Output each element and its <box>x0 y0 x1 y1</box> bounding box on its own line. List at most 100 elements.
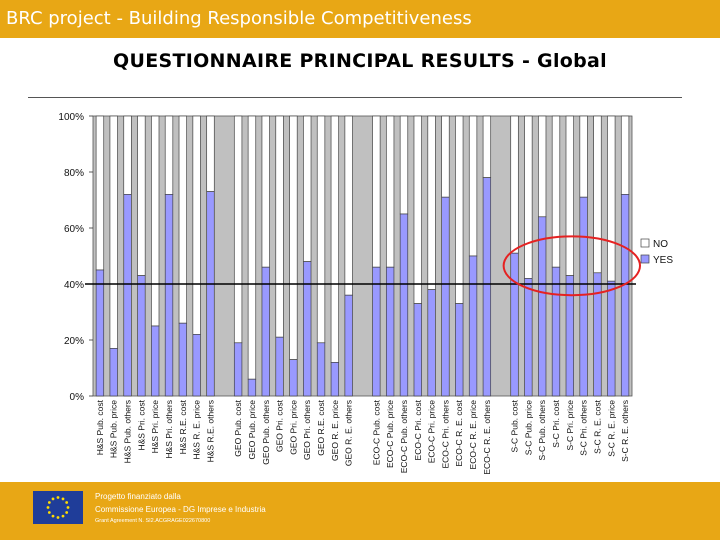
flag-star-icon <box>56 516 60 519</box>
legend-swatch-yes <box>640 254 650 264</box>
x-tick-label: S-C R. E. cost <box>592 399 602 453</box>
legend-label-yes: YES <box>653 255 673 266</box>
bar-yes <box>233 342 243 397</box>
x-tick-label: S-C R. E. price <box>606 400 616 457</box>
bar-no <box>109 115 118 349</box>
x-tick-label: ECO-C R. E. others <box>482 400 492 475</box>
y-tick-label: 0% <box>70 392 85 403</box>
x-tick-label: GEO Pub. cost <box>233 399 243 456</box>
bar-no <box>261 115 270 268</box>
bar-yes <box>261 266 270 397</box>
flag-star-icon <box>46 506 50 509</box>
bar-no <box>330 115 340 363</box>
bar-no <box>151 115 160 327</box>
bar-yes <box>455 303 464 397</box>
x-tick-label: ECO-C Pub. cost <box>371 399 381 465</box>
bar-yes <box>192 334 201 397</box>
slide-title: QUESTIONNAIRE PRINCIPAL RESULTS - Global <box>113 50 607 72</box>
bar-no <box>247 115 257 380</box>
bar-no <box>344 115 353 296</box>
title-divider <box>28 97 682 98</box>
x-tick-label: H&S Pri. cost <box>136 399 146 450</box>
flag-star-icon <box>47 511 51 514</box>
flag-star-icon <box>66 506 70 509</box>
x-tick-label: S-C Pub. cost <box>510 399 520 452</box>
bar-no <box>441 115 450 198</box>
bar-no <box>468 115 478 257</box>
bar-no <box>233 115 243 344</box>
bar-no <box>178 115 187 324</box>
bar-yes <box>551 266 561 397</box>
bar-yes <box>275 336 284 397</box>
flag-star-icon <box>65 501 69 504</box>
bar-yes <box>441 196 450 397</box>
x-tick-label: H&S R.E. others <box>205 400 215 462</box>
x-tick-label: ECO-C R. E. cost <box>454 399 464 466</box>
x-tick-label: GEO Pri. cost <box>275 399 285 452</box>
x-tick-label: S-C Pub. others <box>537 400 547 460</box>
bar-yes <box>468 255 478 397</box>
x-tick-label: S-C Pub. price <box>523 400 533 456</box>
x-tick-label: S-C Pri. others <box>579 400 589 456</box>
bar-yes <box>524 278 533 397</box>
eu-flag-icon <box>33 491 83 524</box>
funding-line-1: Progetto finanziato dalla <box>95 492 181 501</box>
x-tick-label: ECO-C R. E. price <box>468 400 478 470</box>
bar-no <box>565 115 574 276</box>
footer-banner <box>0 482 720 540</box>
project-title: BRC project - Building Responsible Compe… <box>6 8 472 29</box>
x-tick-label: GEO Pri. others <box>302 400 312 460</box>
x-tick-label: H&S R. E. price <box>192 400 202 460</box>
bar-no <box>385 115 395 268</box>
x-tick-label: H&S Pub. cost <box>95 399 105 455</box>
bar-yes <box>510 252 519 397</box>
x-tick-label: S-C R. E. others <box>620 400 630 462</box>
y-tick-label: 100% <box>58 112 84 123</box>
bar-yes <box>579 196 588 397</box>
flag-star-icon <box>61 514 65 518</box>
bar-no <box>538 115 547 218</box>
bar-yes <box>109 348 118 397</box>
y-tick-label: 60% <box>64 224 84 235</box>
flag-star-icon <box>56 496 60 499</box>
bar-no <box>289 115 298 360</box>
bar-yes <box>316 342 326 397</box>
x-tick-label: GEO Pub. others <box>261 400 271 465</box>
bar-yes <box>330 362 340 397</box>
bar-yes <box>247 378 257 397</box>
bar-yes <box>593 272 602 397</box>
bar-yes <box>344 294 353 397</box>
x-tick-label: GEO Pub. price <box>247 400 257 460</box>
flag-star-icon <box>51 497 55 501</box>
x-tick-label: S-C Pri. cost <box>551 399 561 447</box>
bar-yes <box>95 269 105 397</box>
bar-yes <box>151 325 160 397</box>
bar-no <box>620 115 630 195</box>
bar-yes <box>178 322 187 397</box>
bar-no <box>524 115 533 279</box>
x-tick-label: GEO R.E. cost <box>316 399 326 455</box>
bar-no <box>427 115 436 290</box>
x-tick-label: ECO-C Pub. price <box>385 400 395 468</box>
y-tick-label: 20% <box>64 336 84 347</box>
x-tick-label: ECO-C Pri. others <box>440 400 450 469</box>
bar-yes <box>385 266 395 397</box>
x-tick-label: GEO R. E. price <box>330 400 340 461</box>
bar-no <box>372 115 381 268</box>
bar-yes <box>565 275 574 397</box>
x-tick-label: H&S Pri. others <box>164 400 174 459</box>
x-tick-label: H&S Pri. price <box>150 400 160 454</box>
bar-no <box>275 115 284 338</box>
legend-swatch-no <box>640 238 650 248</box>
bar-no <box>455 115 464 304</box>
bar-yes <box>538 216 547 397</box>
bar-yes <box>123 194 132 397</box>
bar-yes <box>206 191 215 397</box>
bar-yes <box>164 194 174 397</box>
x-tick-label: ECO-C Pri. price <box>427 400 437 464</box>
bar-no <box>399 115 409 215</box>
x-tick-label: H&S Pub. others <box>123 400 133 463</box>
bar-no <box>206 115 215 192</box>
bar-yes <box>289 359 298 397</box>
grant-agreement: Grant Agreement N. SI2.ACGRAGE022670800 <box>95 518 211 524</box>
